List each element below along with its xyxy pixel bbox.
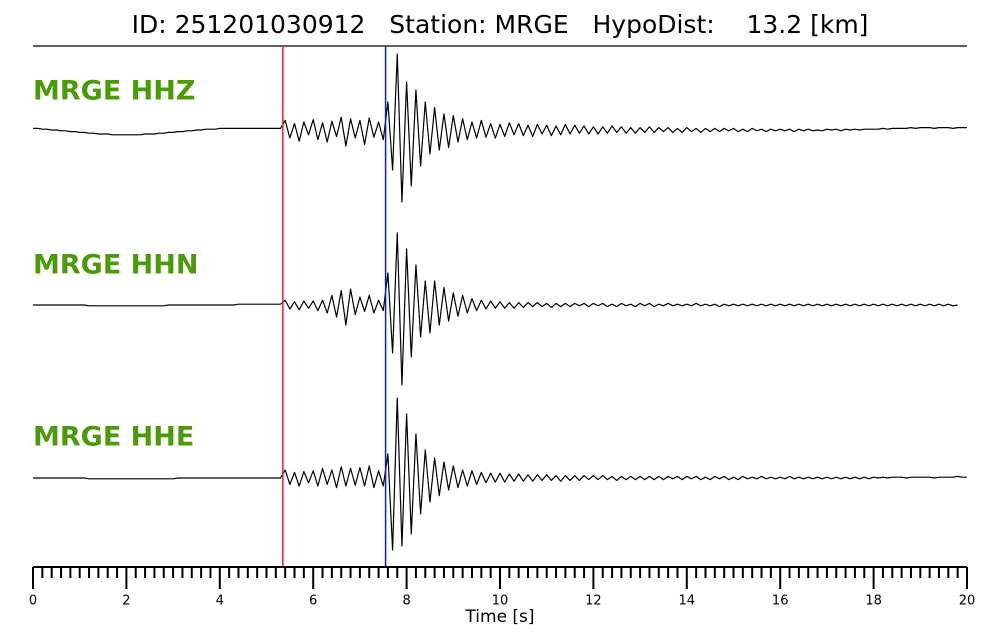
x-axis-label: Time [s] xyxy=(464,607,534,627)
x-tick-label: 0 xyxy=(29,594,37,609)
trace-label: MRGE HHN xyxy=(33,250,198,281)
x-tick-label: 6 xyxy=(309,594,317,609)
waveform xyxy=(33,397,967,551)
trace-label: MRGE HHZ xyxy=(33,76,195,107)
x-tick-label: 20 xyxy=(959,594,976,609)
x-tick-label: 12 xyxy=(585,594,602,609)
chart-title: ID: 251201030912 Station: MRGE HypoDist:… xyxy=(132,10,869,39)
x-tick-label: 14 xyxy=(679,594,696,609)
x-tick-label: 16 xyxy=(772,594,789,609)
x-tick-label: 8 xyxy=(402,594,410,609)
x-tick-label: 2 xyxy=(122,594,130,609)
x-tick-label: 4 xyxy=(216,594,224,609)
waveform xyxy=(33,53,967,203)
waveform xyxy=(33,232,958,386)
trace-label: MRGE HHE xyxy=(33,422,194,453)
x-tick-label: 18 xyxy=(865,594,882,609)
x-tick-label: 10 xyxy=(492,594,509,609)
